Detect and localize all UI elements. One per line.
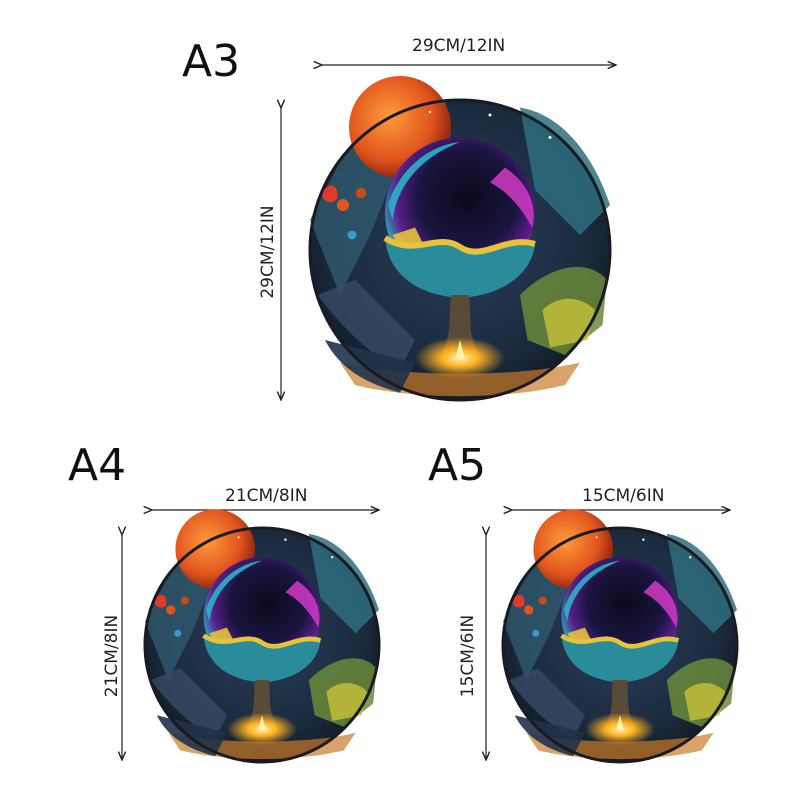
a5-puzzle-disc xyxy=(503,509,737,762)
a5-width-text: 15CM/6IN xyxy=(582,486,665,506)
a3-puzzle-disc xyxy=(310,76,610,400)
a3-width-text: 29CM/12IN xyxy=(412,36,506,56)
size-label-a4: A4 xyxy=(68,440,127,491)
size-label-a3: A3 xyxy=(182,36,241,87)
a4-puzzle-disc xyxy=(145,509,379,762)
size-label-a5: A5 xyxy=(428,440,487,491)
a4-width-text: 21CM/8IN xyxy=(225,486,308,506)
